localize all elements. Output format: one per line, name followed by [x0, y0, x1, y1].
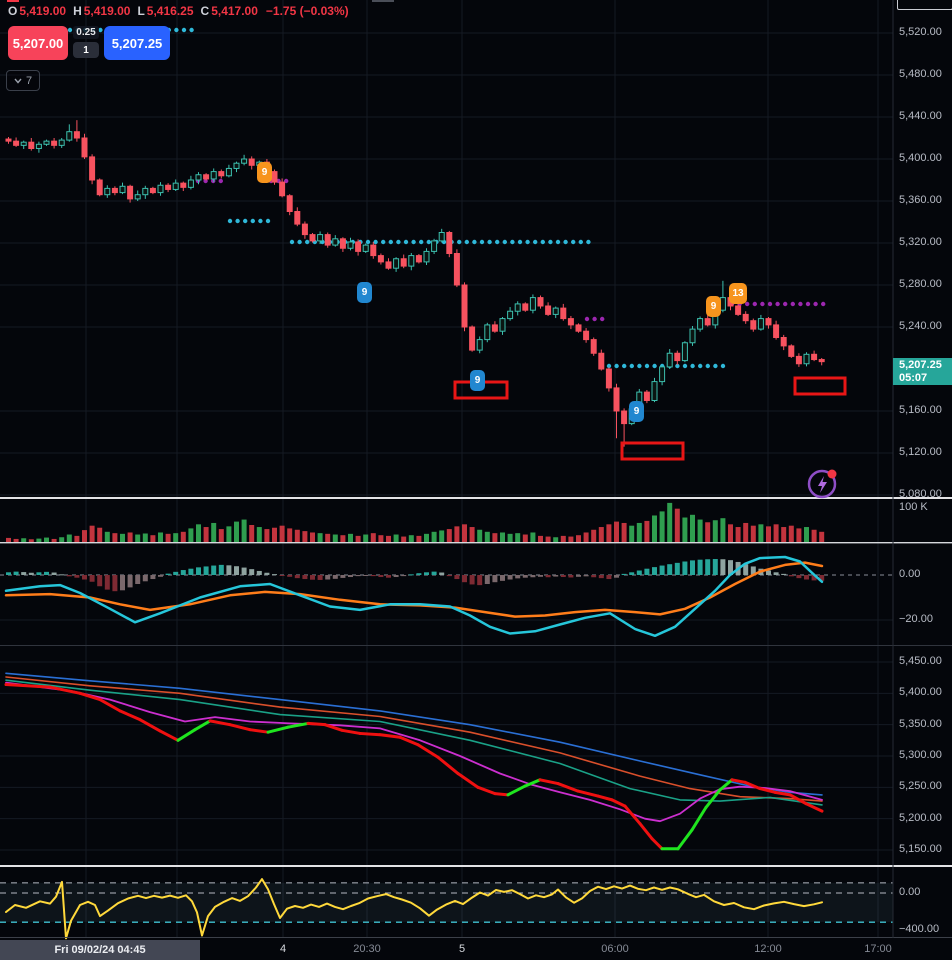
ribbon-axis-label: 5,300.00: [899, 749, 942, 761]
osc-axis-label: −400.00: [899, 923, 940, 935]
close-value: 5,417.00: [211, 4, 258, 18]
time-axis-label: 20:30: [353, 943, 381, 955]
td-sequential-count-badge: 9: [357, 282, 372, 303]
price-axis-label: 5,320.00: [899, 236, 942, 248]
td-sequential-count-badge: 9: [706, 296, 721, 317]
current-price: 5,207.25: [899, 359, 942, 371]
price-axis-label: 5,160.00: [899, 404, 942, 416]
td-sequential-count-badge: 9: [470, 370, 485, 391]
time-axis-label: 12:00: [754, 943, 782, 955]
open-value: 5,419.00: [19, 4, 67, 18]
ribbon-axis-label: 5,150.00: [899, 843, 942, 855]
toolbar-fragment-left: [7, 0, 19, 2]
crosshair-time-badge: Fri 09/02/24 04:45: [0, 940, 200, 960]
axis-tooltip-fragment: [897, 0, 952, 10]
price-axis-label: 5,080.00: [899, 488, 942, 500]
price-axis-label: 5,440.00: [899, 110, 942, 122]
price-axis-label: 5,400.00: [899, 152, 942, 164]
high-value: 5,419.00: [83, 4, 131, 18]
candles-dropdown-button[interactable]: 7: [6, 70, 41, 91]
time-axis-label: 06:00: [601, 943, 629, 955]
trade-panel: 5,207.00 0.25 1 5,207.25: [8, 26, 170, 60]
ribbon-axis-label: 5,250.00: [899, 780, 942, 793]
open-label: O: [8, 4, 18, 18]
change-value: −1.75 (−0.03%): [265, 4, 349, 18]
sell-button[interactable]: 5,207.00: [8, 26, 68, 60]
time-axis-label: 4: [279, 943, 287, 955]
chevron-down-icon: [14, 78, 22, 84]
ribbon-axis-label: 5,200.00: [899, 811, 942, 824]
price-axis-label: 5,520.00: [899, 26, 942, 38]
ribbon-axis-label: 5,450.00: [899, 655, 942, 667]
td-sequential-count-badge: 13: [729, 283, 747, 304]
time-axis-label: 17:00: [864, 943, 892, 955]
price-axis-label: 5,240.00: [899, 320, 942, 332]
price-axis-label: 5,120.00: [899, 446, 942, 458]
toolbar-fragment-mid: [372, 0, 394, 2]
ribbon-axis-label: 5,400.00: [899, 686, 942, 699]
price-axis-label: 5,280.00: [899, 278, 942, 290]
ribbon-axis-label: 5,350.00: [899, 717, 942, 730]
volume-axis-label: 100 K: [899, 501, 928, 513]
time-axis-label: 5: [458, 943, 466, 955]
low-value: 5,416.25: [146, 4, 194, 18]
current-price-axis-badge: 5,207.25 05:07: [893, 358, 952, 385]
osc-axis-label: 0.00: [899, 886, 921, 898]
high-label: H: [73, 4, 82, 18]
low-label: L: [137, 4, 145, 18]
countdown-timer: 05:07: [899, 372, 928, 384]
ohlc-legend: O 5,419.00 H 5,419.00 L 5,416.25 C 5,417.00 −1.7…: [8, 4, 349, 18]
spread-value: 0.25: [73, 26, 99, 39]
buy-button[interactable]: 5,207.25: [104, 26, 170, 60]
macd-axis-label: 0.00: [899, 568, 921, 580]
td-sequential-count-badge: 9: [629, 401, 644, 422]
candles-dropdown-value: 7: [26, 74, 33, 87]
price-axis-label: 5,480.00: [899, 68, 942, 80]
quantity-field[interactable]: 1: [73, 42, 99, 58]
spread-qty-column: 0.25 1: [70, 26, 102, 60]
td-sequential-count-badge: 9: [257, 162, 272, 183]
close-label: C: [200, 4, 210, 18]
macd-axis-label: −20.00: [899, 613, 933, 625]
price-axis-label: 5,360.00: [899, 194, 942, 206]
boost-lightning-icon[interactable]: [806, 466, 840, 500]
